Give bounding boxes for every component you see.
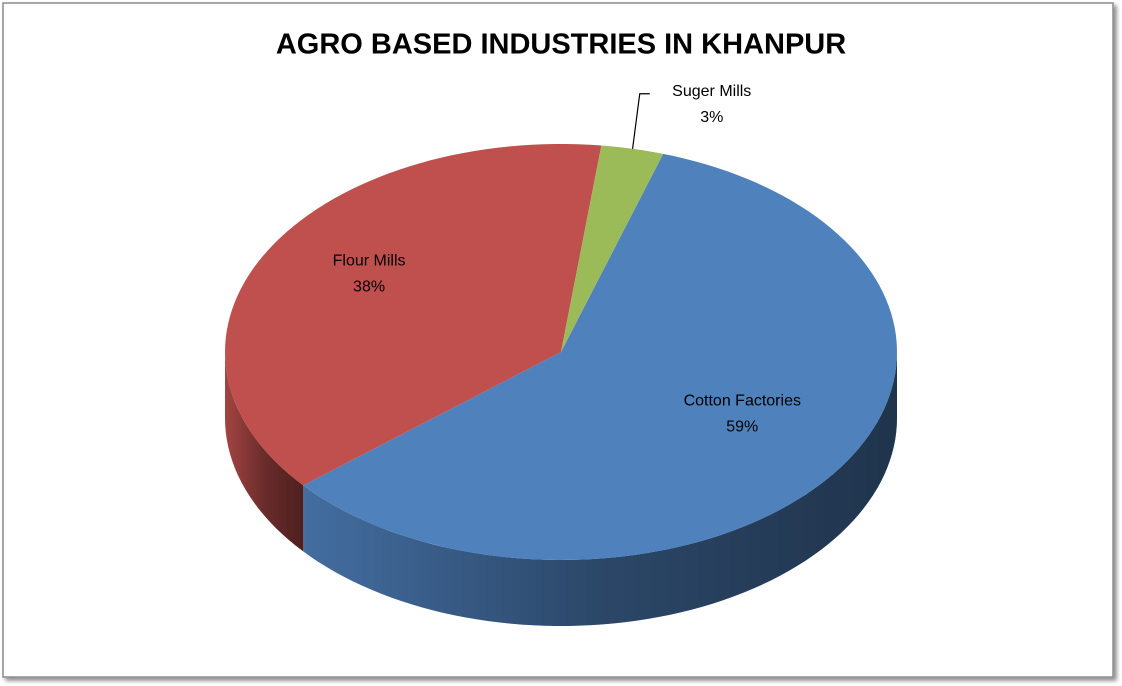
- slice-value-label: 3%: [700, 109, 723, 126]
- slice-side-shade: [225, 352, 304, 552]
- slice-value-label: 59%: [726, 419, 758, 436]
- leader-line: [631, 93, 650, 149]
- pie-sides: [225, 352, 898, 626]
- slice-label: Cotton Factories: [684, 393, 801, 410]
- chart-title: AGRO BASED INDUSTRIES IN KHANPUR: [276, 29, 846, 61]
- slice: [303, 153, 897, 560]
- slice-value-label: 38%: [353, 279, 385, 296]
- slice-label: Flour Mills: [333, 253, 406, 270]
- slice-side-shade: [303, 352, 898, 626]
- pie: Cotton Factories 59% Flour Mills 38% Suger M…: [225, 83, 898, 626]
- slice-label: Suger Mills: [672, 83, 751, 100]
- slice: [225, 144, 602, 486]
- slice: [561, 145, 664, 352]
